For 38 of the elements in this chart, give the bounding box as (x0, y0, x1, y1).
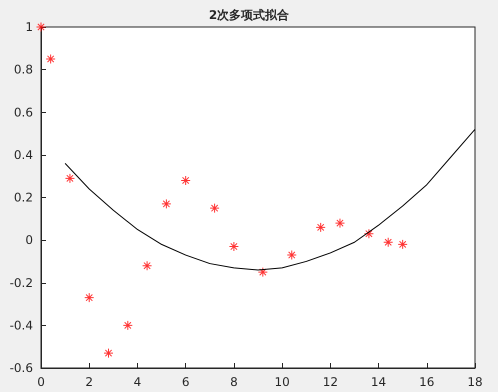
point (161, 198, 172, 209)
x-tick-label: 0 (37, 375, 45, 389)
x-tick-label: 16 (419, 375, 434, 389)
point (228, 242, 239, 252)
x-tick-label: 8 (230, 375, 238, 389)
point (383, 237, 394, 248)
point (142, 260, 152, 271)
x-tick-label: 12 (322, 375, 338, 389)
point (46, 54, 56, 64)
point (286, 250, 297, 260)
point (398, 239, 408, 250)
y-tick-label: 0.2 (14, 190, 33, 204)
y-tick-label: -0.6 (10, 361, 33, 375)
y-tick-label: 0.4 (14, 148, 33, 162)
y-tick-label: 1 (25, 20, 33, 34)
point (210, 203, 220, 214)
point (334, 218, 345, 228)
point (104, 348, 114, 358)
point (258, 267, 268, 278)
point (64, 173, 75, 184)
x-tick-label: 14 (370, 375, 386, 389)
point (122, 320, 133, 330)
chart-title: 2次多项式拟合 (208, 8, 290, 22)
point (316, 222, 326, 232)
y-tick-label: -0.4 (10, 318, 33, 332)
line-series (64, 128, 476, 270)
x-tick-label: 18 (467, 375, 483, 389)
x-tick-label: 10 (274, 375, 290, 389)
y-tick-label: 0.6 (14, 105, 33, 120)
x-tick-label: 2 (85, 375, 94, 389)
x-tick-label: 4 (134, 375, 142, 389)
y-tick-label: 0.8 (14, 62, 33, 77)
point (180, 175, 191, 186)
y-tick-label: 0 (25, 233, 33, 248)
y-tick-label: -0.2 (10, 276, 33, 290)
x-tick-label: 6 (182, 375, 190, 389)
point (364, 228, 374, 239)
point (84, 292, 94, 303)
